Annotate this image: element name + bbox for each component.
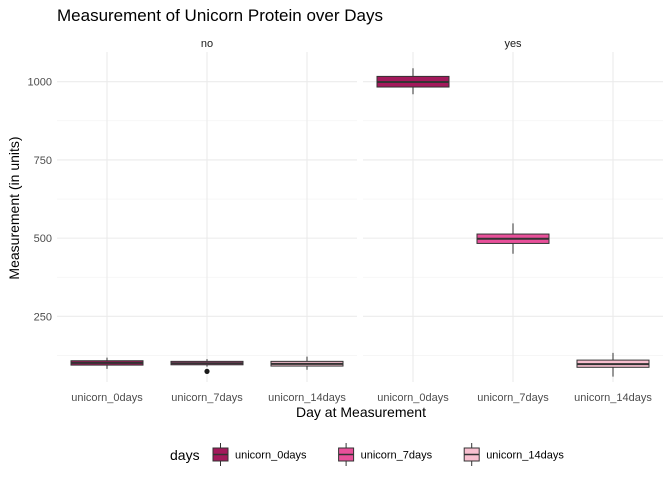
facet-label-no: no	[201, 38, 213, 50]
x-tick-label-yes: unicorn_14days	[574, 392, 652, 404]
box-yes-unicorn-0days	[376, 68, 450, 95]
x-tick-label-no: unicorn_0days	[71, 392, 143, 404]
facet-panel-yes	[363, 52, 663, 382]
x-tick-label-no: unicorn_7days	[171, 392, 243, 404]
x-tick-label-yes: unicorn_7days	[477, 392, 549, 404]
box-no-unicorn-7days	[170, 359, 244, 374]
legend-label: unicorn_14days	[486, 450, 564, 462]
legend: days unicorn_0days unicorn_7days unicorn_1…	[170, 443, 564, 466]
x-axis: unicorn_0days unicorn_7days unicorn_14days…	[71, 392, 652, 404]
y-axis: 250 500 750 1000	[28, 77, 52, 324]
x-tick-label-yes: unicorn_0days	[377, 392, 449, 404]
legend-label: unicorn_7days	[361, 450, 433, 462]
box-yes-unicorn-7days	[476, 223, 550, 254]
x-axis-title: Day at Measurement	[296, 404, 426, 420]
legend-key-unicorn-7days: unicorn_7days	[338, 443, 433, 466]
legend-key-unicorn-0days: unicorn_0days	[212, 443, 307, 466]
legend-title: days	[170, 447, 200, 463]
outlier-point	[204, 368, 210, 374]
box-no-unicorn-14days	[270, 356, 344, 370]
y-axis-title: Measurement (in units)	[6, 136, 22, 279]
x-tick-label-no: unicorn_14days	[268, 392, 346, 404]
legend-label: unicorn_0days	[235, 450, 307, 462]
y-tick-label: 1000	[28, 77, 52, 89]
box-yes-unicorn-14days	[576, 352, 650, 377]
facet-label-yes: yes	[504, 38, 522, 50]
box-no-unicorn-0days	[70, 357, 144, 369]
facet-panel-no	[57, 52, 357, 382]
y-tick-label: 750	[34, 155, 52, 167]
y-tick-label: 500	[34, 233, 52, 245]
y-tick-label: 250	[34, 311, 52, 323]
chart-title: Measurement of Unicorn Protein over Days	[57, 6, 383, 25]
legend-key-unicorn-14days: unicorn_14days	[463, 443, 564, 466]
